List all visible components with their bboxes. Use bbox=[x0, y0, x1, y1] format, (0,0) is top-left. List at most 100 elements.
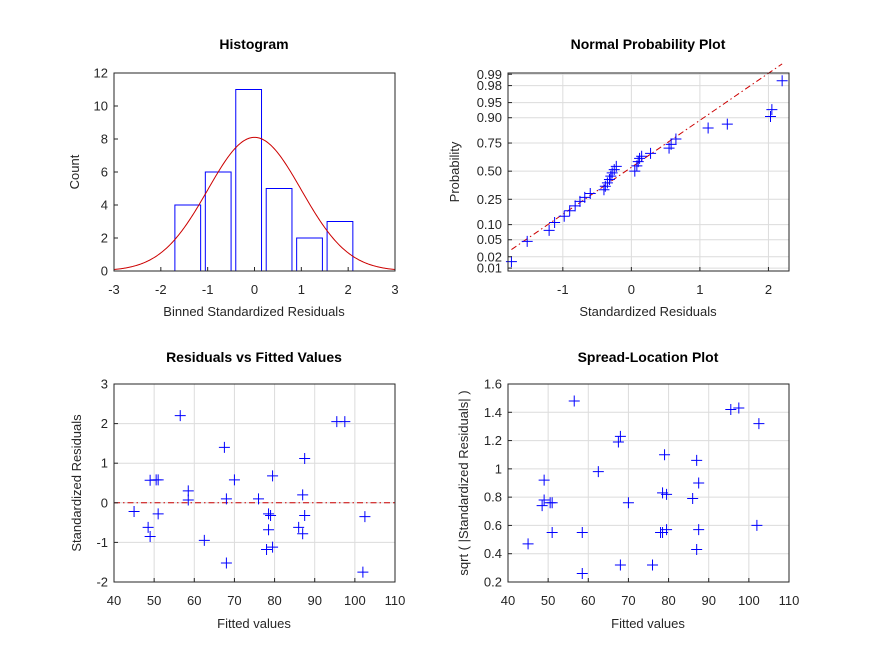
y-tick-label: 0.50 bbox=[477, 164, 502, 179]
data-point bbox=[576, 568, 588, 580]
data-point bbox=[297, 489, 309, 501]
histogram-x-label: Binned Standardized Residuals bbox=[163, 304, 345, 319]
data-point bbox=[776, 75, 788, 87]
data-point bbox=[693, 477, 705, 489]
normal-probability-axes-frame bbox=[507, 72, 790, 272]
normal-probability-panel: Normal Probability Plot -1 0 1 2 0.010.020.… bbox=[447, 36, 790, 319]
data-point bbox=[253, 493, 265, 505]
y-tick-label: 0 bbox=[101, 495, 108, 510]
x-tick-label: 80 bbox=[661, 593, 675, 608]
data-point bbox=[261, 544, 273, 556]
histogram-y-ticks: 0 2 4 6 8 10 12 bbox=[94, 66, 118, 279]
data-point bbox=[263, 508, 275, 520]
y-tick-label: 0.90 bbox=[477, 110, 502, 125]
y-tick-label: -1 bbox=[96, 535, 108, 550]
data-point bbox=[538, 474, 550, 486]
reference-line bbox=[511, 63, 783, 250]
residuals-vs-fitted-panel: Residuals vs Fitted Values 40 50 60 70 80 90 1… bbox=[69, 349, 405, 631]
data-point bbox=[228, 474, 240, 486]
y-tick-label: 1.2 bbox=[484, 433, 502, 448]
y-tick-label: 0.10 bbox=[477, 217, 502, 232]
normal-fit-curve bbox=[113, 136, 396, 271]
y-tick-label: 0.02 bbox=[477, 249, 502, 264]
normal-probability-y-label: Probability bbox=[447, 141, 462, 202]
y-tick-label: 0.75 bbox=[477, 136, 502, 151]
data-point bbox=[521, 235, 533, 247]
data-point bbox=[144, 530, 156, 542]
residuals-vs-fitted-y-ticks: -2 -1 0 1 2 3 bbox=[96, 377, 118, 590]
x-tick-label: 70 bbox=[621, 593, 635, 608]
residuals-vs-fitted-y-label: Standardized Residuals bbox=[69, 414, 84, 552]
data-point bbox=[558, 210, 570, 222]
data-point bbox=[647, 559, 659, 571]
data-point bbox=[576, 527, 588, 538]
x-tick-label: 100 bbox=[738, 593, 760, 608]
data-point bbox=[629, 165, 641, 177]
y-tick-label: 0.05 bbox=[477, 232, 502, 247]
residuals-vs-fitted-title: Residuals vs Fitted Values bbox=[166, 349, 342, 365]
y-tick-label: 3 bbox=[101, 377, 108, 392]
data-point bbox=[263, 524, 275, 536]
y-tick-label: 12 bbox=[94, 66, 108, 81]
data-point bbox=[549, 217, 561, 229]
data-point bbox=[182, 485, 194, 497]
data-point bbox=[267, 541, 279, 553]
y-tick-label: 8 bbox=[101, 132, 108, 147]
normal-probability-plot-area bbox=[505, 63, 789, 271]
x-tick-label: 0 bbox=[628, 282, 635, 297]
data-point bbox=[267, 470, 279, 482]
data-point bbox=[610, 160, 622, 172]
data-point bbox=[702, 122, 714, 134]
x-tick-label: 40 bbox=[107, 593, 121, 608]
data-point bbox=[299, 452, 311, 464]
x-tick-label: 0 bbox=[251, 282, 258, 297]
data-point bbox=[536, 500, 548, 512]
x-tick-label: 110 bbox=[385, 593, 406, 608]
data-point bbox=[612, 436, 624, 448]
y-tick-label: 0.99 bbox=[477, 67, 502, 82]
x-tick-label: 70 bbox=[227, 593, 241, 608]
data-point bbox=[128, 506, 140, 518]
data-point bbox=[636, 150, 648, 162]
x-tick-label: 50 bbox=[541, 593, 555, 608]
spread-location-title: Spread-Location Plot bbox=[578, 349, 719, 365]
data-point bbox=[569, 200, 581, 212]
data-point bbox=[142, 521, 154, 533]
data-point bbox=[766, 104, 778, 116]
x-tick-label: 50 bbox=[147, 593, 161, 608]
y-tick-label: 0.95 bbox=[477, 95, 502, 110]
y-tick-label: 0.25 bbox=[477, 192, 502, 207]
normal-probability-x-label: Standardized Residuals bbox=[579, 304, 717, 319]
spread-location-axes-frame bbox=[507, 383, 790, 583]
data-point bbox=[764, 111, 776, 123]
data-point bbox=[297, 528, 309, 540]
data-point bbox=[174, 410, 186, 422]
y-tick-label: 4 bbox=[101, 198, 108, 213]
normal-probability-x-ticks: -1 0 1 2 bbox=[557, 267, 772, 297]
data-point bbox=[152, 474, 164, 486]
y-tick-label: 0.2 bbox=[484, 575, 502, 590]
data-point bbox=[592, 466, 604, 478]
data-point bbox=[634, 152, 646, 164]
normal-probability-title: Normal Probability Plot bbox=[571, 36, 726, 52]
x-tick-label: -3 bbox=[108, 282, 120, 297]
data-point bbox=[693, 524, 705, 536]
data-point bbox=[661, 524, 673, 536]
y-tick-label: 2 bbox=[101, 416, 108, 431]
y-tick-label: 0 bbox=[101, 264, 108, 279]
y-tick-label: 1 bbox=[495, 461, 502, 476]
data-point bbox=[665, 138, 677, 150]
residuals-vs-fitted-x-ticks: 40 50 60 70 80 90 100 110 bbox=[107, 578, 406, 608]
data-point bbox=[733, 402, 745, 414]
data-point bbox=[546, 497, 558, 509]
spread-location-y-ticks: 0.2 0.4 0.6 0.8 1 1.2 1.4 1.6 bbox=[484, 377, 512, 590]
data-point bbox=[522, 538, 534, 550]
x-tick-label: 1 bbox=[696, 282, 703, 297]
x-tick-label: 40 bbox=[501, 593, 515, 608]
x-tick-label: 60 bbox=[581, 593, 595, 608]
residuals-vs-fitted-x-label: Fitted values bbox=[217, 616, 291, 631]
data-point bbox=[753, 418, 765, 430]
data-point bbox=[265, 509, 277, 521]
